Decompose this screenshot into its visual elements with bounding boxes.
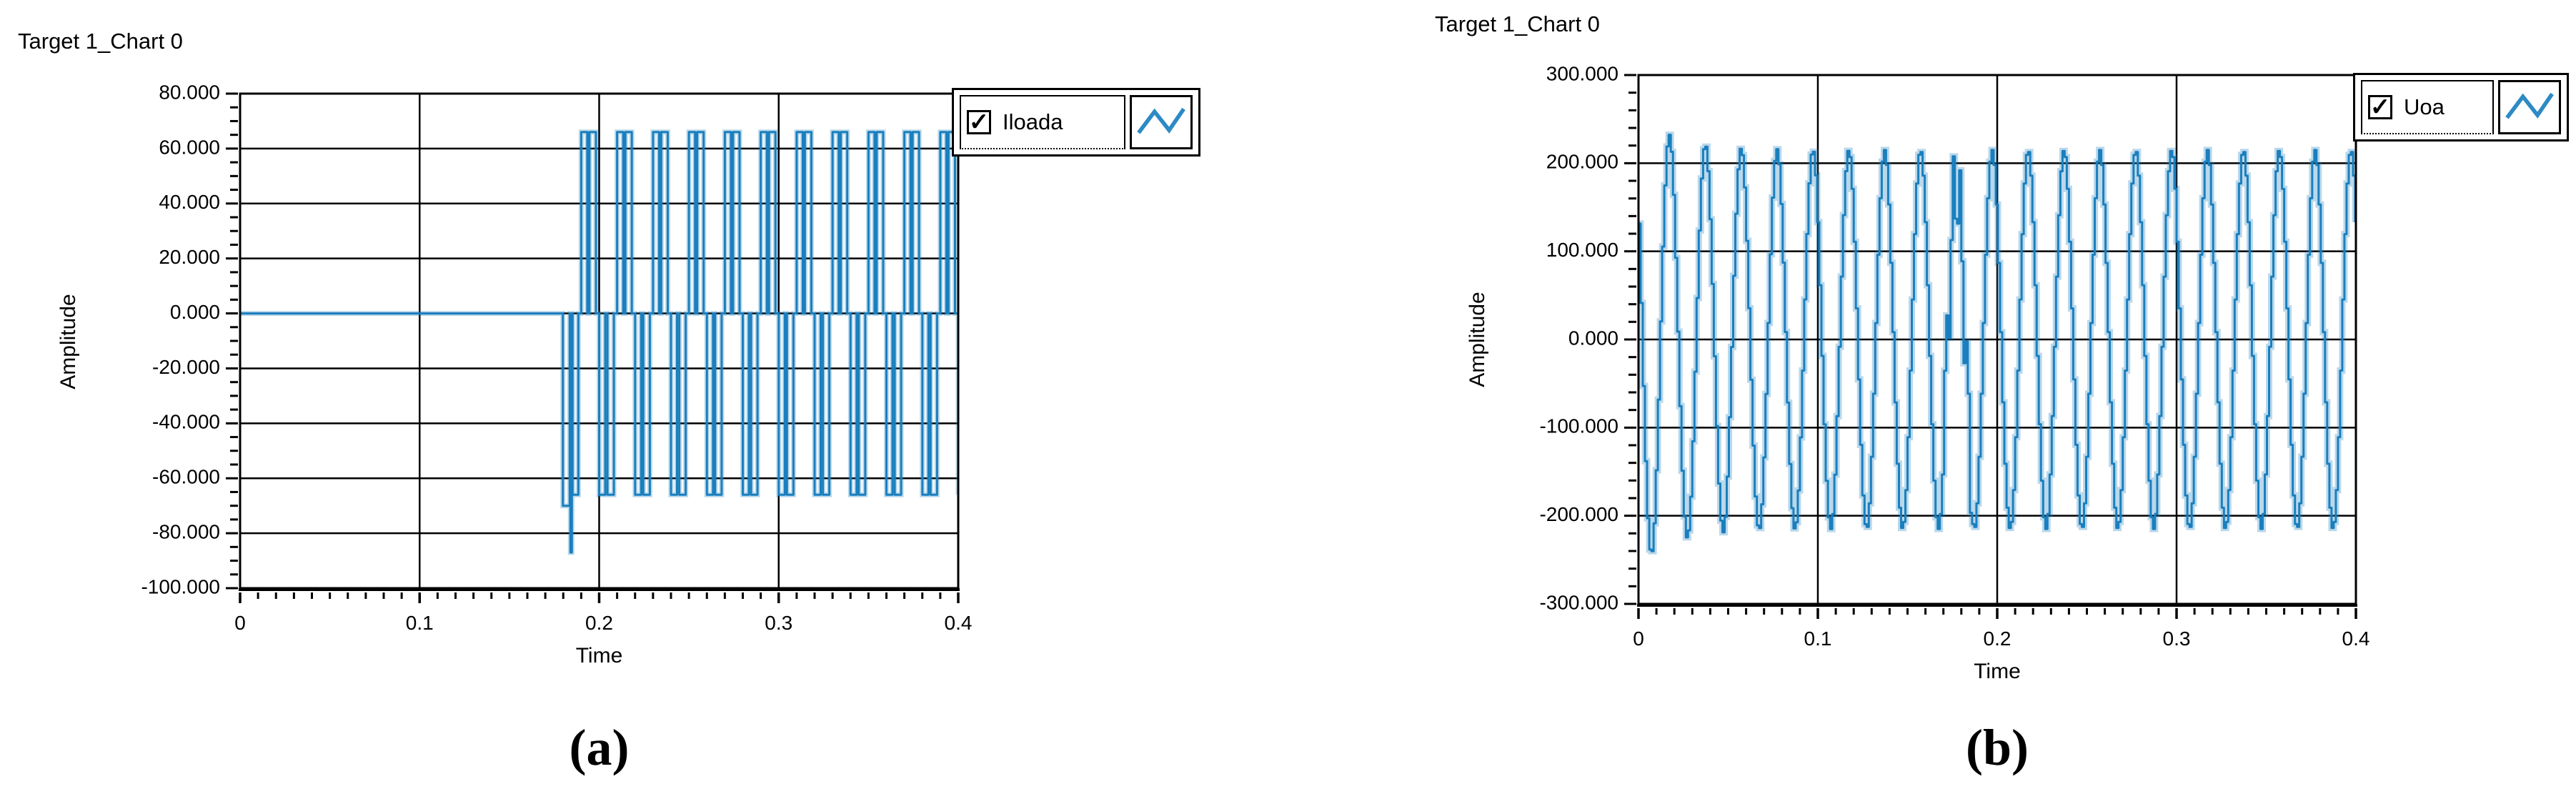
chart-a-legend[interactable]: ✓ Iloada xyxy=(952,88,1200,157)
y-tick-label: 40.000 xyxy=(159,191,220,213)
y-tick-label: -60.000 xyxy=(152,466,220,488)
chart-a-legend-item[interactable]: ✓ Iloada xyxy=(960,95,1125,149)
chart-b-y-axis-label: Amplitude xyxy=(1466,292,1489,387)
chart-a-legend-label: Iloada xyxy=(1003,109,1063,134)
series-line-Uoa xyxy=(1638,134,2356,552)
y-tick-label: -200.000 xyxy=(1539,503,1618,525)
y-tick-label: 300.000 xyxy=(1546,62,1618,84)
x-tick-label: 0.2 xyxy=(585,612,613,634)
y-tick-label: 0.000 xyxy=(170,301,220,323)
chart-a-x-axis-label: Time xyxy=(575,644,623,668)
y-tick-label: 80.000 xyxy=(159,81,220,103)
chart-a-y-axis-label: Amplitude xyxy=(56,294,80,389)
x-tick-label: 0 xyxy=(234,612,246,634)
x-tick-label: 0.1 xyxy=(406,612,434,634)
waveform-line-icon xyxy=(2505,92,2554,119)
y-tick-label: 20.000 xyxy=(159,246,220,268)
y-tick-label: -100.000 xyxy=(141,575,220,597)
figure-label-a: (a) xyxy=(569,719,630,776)
chart-b-plot-style-button[interactable] xyxy=(2498,80,2561,134)
x-tick-label: 0 xyxy=(1633,627,1644,650)
chart-a-plot-area: 80.000 60.000 40.000 20.000 0.000 -20.000 -40.… xyxy=(141,81,972,634)
waveform-line-icon xyxy=(1137,107,1185,134)
y-tick-label: -80.000 xyxy=(152,521,220,543)
y-tick-label: -300.000 xyxy=(1539,591,1618,613)
y-tick-label: -20.000 xyxy=(152,356,220,378)
x-tick-label: 0.4 xyxy=(945,612,973,634)
y-tick-label: 200.000 xyxy=(1546,151,1618,173)
chart-b-legend-item[interactable]: ✓ Uoa xyxy=(2361,80,2494,134)
chart-b-x-axis-label: Time xyxy=(1974,660,2021,683)
y-tick-label: 100.000 xyxy=(1546,239,1618,261)
figure-label-b: (b) xyxy=(1966,719,2029,776)
chart-b-legend-checkbox[interactable]: ✓ xyxy=(2368,95,2392,119)
chart-a-plot-style-button[interactable] xyxy=(1130,95,1193,149)
y-tick-label: 60.000 xyxy=(159,136,220,158)
chart-a-title: Target 1_Chart 0 xyxy=(18,29,183,54)
y-tick-label: 0.000 xyxy=(1568,327,1618,349)
chart-b-legend[interactable]: ✓ Uoa xyxy=(2353,73,2569,142)
chart-b-plot-area: 300.000 200.000 100.000 0.000 -100.000 -200.0… xyxy=(1539,62,2369,650)
chart-b-title: Target 1_Chart 0 xyxy=(1435,11,1600,36)
chart-b-legend-label: Uoa xyxy=(2404,94,2445,119)
x-tick-label: 0.2 xyxy=(1984,627,2011,650)
x-tick-label: 0.3 xyxy=(2163,627,2191,650)
y-tick-label: -40.000 xyxy=(152,411,220,433)
y-tick-label: -100.000 xyxy=(1539,415,1618,437)
series-line-Iloada xyxy=(240,131,958,554)
x-tick-label: 0.1 xyxy=(1804,627,1832,650)
chart-a-legend-checkbox[interactable]: ✓ xyxy=(967,110,991,134)
x-tick-label: 0.4 xyxy=(2342,627,2370,650)
x-tick-label: 0.3 xyxy=(765,612,792,634)
